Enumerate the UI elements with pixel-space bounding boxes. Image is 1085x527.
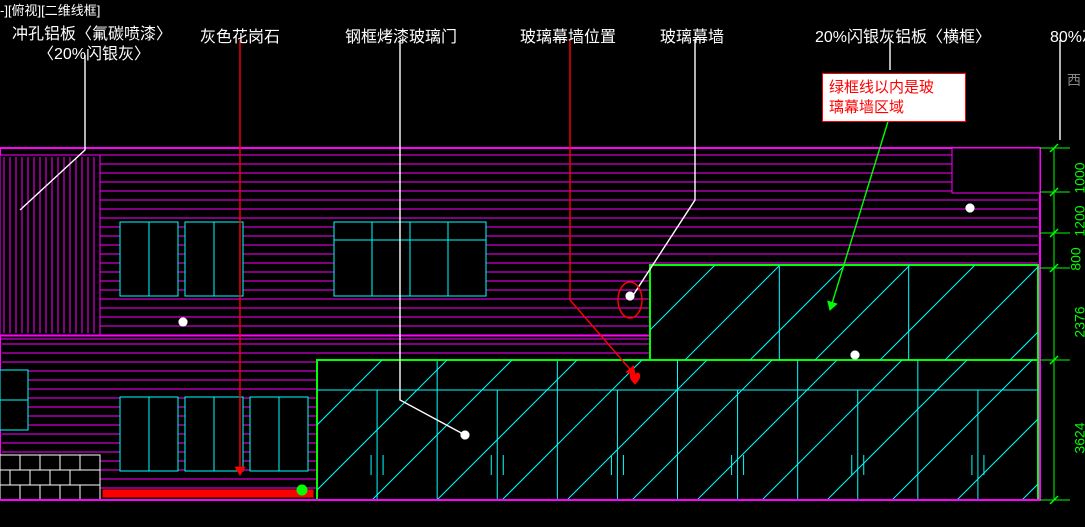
- dimension-label: 3624: [1072, 422, 1085, 453]
- callout-label-6: 20%闪银灰铝板〈横框〉: [815, 23, 991, 47]
- dimension-label: 1200: [1072, 205, 1085, 236]
- note-line2: 璃幕墙区域: [829, 99, 904, 116]
- callout-label-3: 钢框烤漆玻璃门: [345, 23, 457, 47]
- callout-label-4: 玻璃幕墙位置: [520, 23, 616, 47]
- dimension-label: 2376: [1072, 306, 1085, 337]
- callout-label-2: 灰色花岗石: [200, 23, 280, 47]
- dimension-label: 1000: [1072, 162, 1085, 193]
- cad-elevation-canvas: -][俯视][二维线框] 冲孔铝板〈氟碳喷漆〉 〈20%闪银灰〉 灰色花岗石 钢…: [0, 0, 1085, 527]
- callout-label-7: 80%灰: [1050, 23, 1085, 47]
- note-line1: 绿框线以内是玻: [829, 79, 934, 96]
- dimension-label: 800: [1068, 247, 1084, 270]
- annotation-note-box: 绿框线以内是玻 璃幕墙区域: [822, 73, 966, 122]
- side-orientation-badge: 西: [1067, 70, 1081, 90]
- callout-label-5: 玻璃幕墙: [660, 23, 724, 47]
- callout-label-1b: 〈20%闪银灰〉: [38, 40, 150, 64]
